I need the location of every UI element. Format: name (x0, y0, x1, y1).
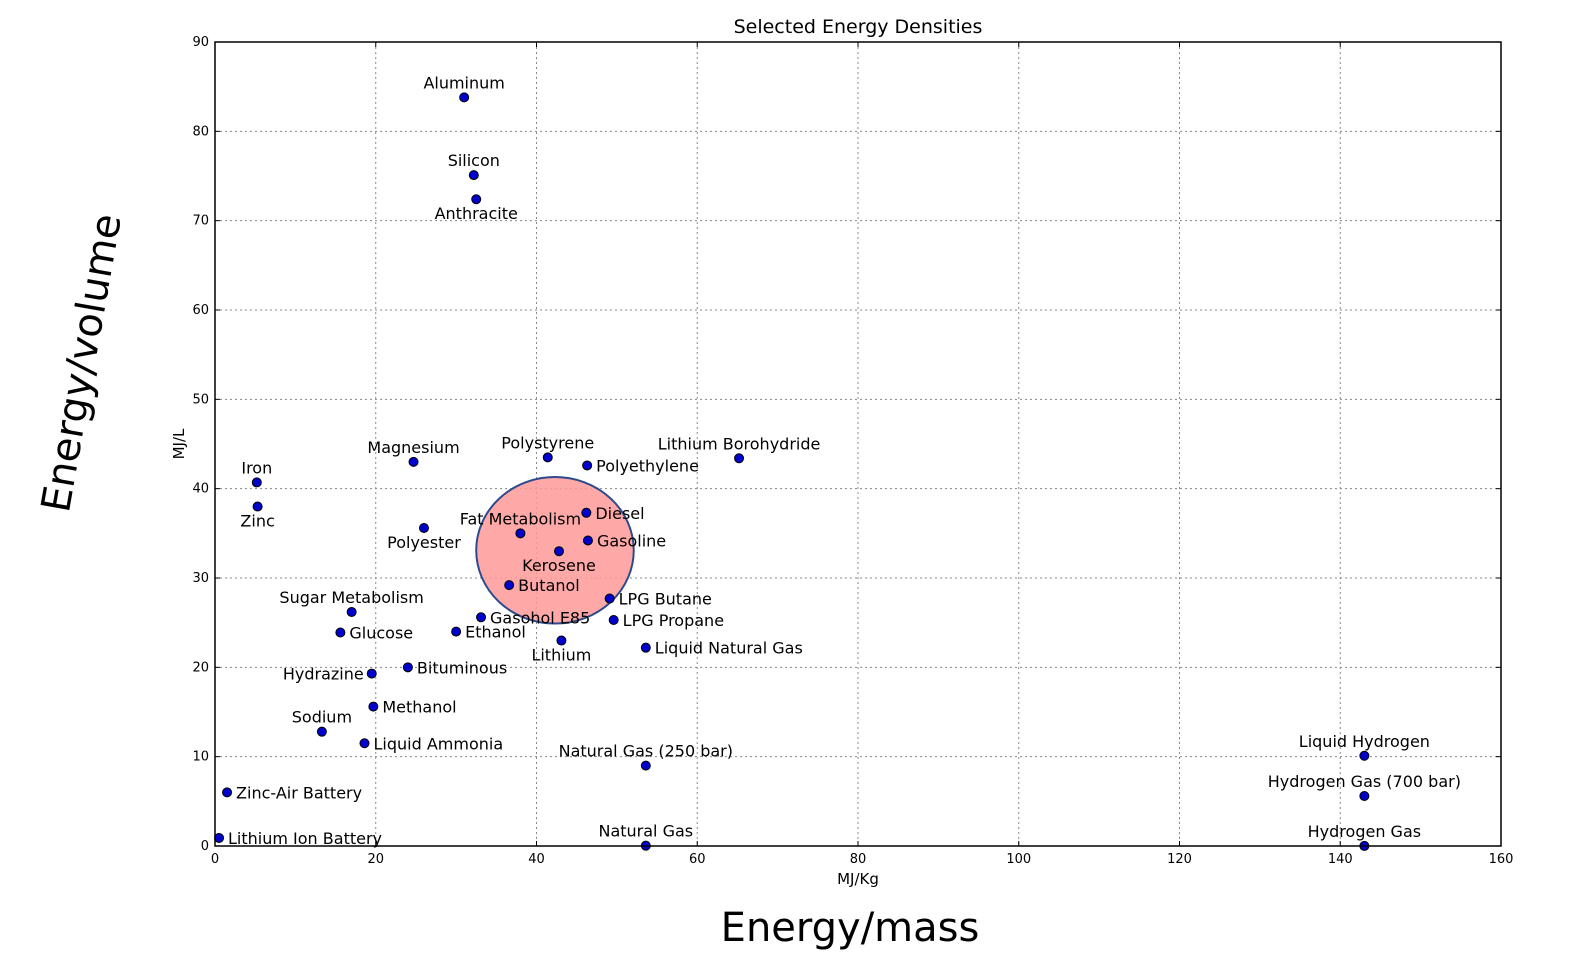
data-point-fat-metabolism (515, 528, 526, 539)
point-label-natural-gas: Natural Gas (598, 822, 693, 841)
y-tick-label: 20 (192, 660, 209, 675)
y-tick-label: 40 (192, 482, 209, 497)
point-label-fat-metabolism: Fat Metabolism (460, 509, 581, 528)
data-point-aluminum (459, 92, 470, 103)
x-tick-label: 100 (1006, 852, 1031, 867)
data-point-butanol (504, 580, 515, 591)
y-tick-label: 90 (192, 35, 209, 50)
data-point-lpg-propane (608, 614, 619, 625)
data-point-kerosene (554, 546, 565, 557)
y-tick-label: 10 (192, 750, 209, 765)
point-label-iron: Iron (241, 458, 272, 477)
point-label-liquid-hydrogen: Liquid Hydrogen (1299, 732, 1430, 751)
x-tick-label: 140 (1328, 852, 1353, 867)
y-tick-label: 0 (201, 839, 209, 854)
energy-per-mass-annotation: Energy/mass (720, 905, 980, 951)
point-label-natural-gas-250-bar: Natural Gas (250 bar) (559, 742, 733, 761)
point-label-liquid-ammonia: Liquid Ammonia (373, 734, 503, 753)
data-point-liquid-hydrogen (1359, 750, 1370, 761)
point-label-gasoline: Gasoline (597, 531, 666, 550)
data-point-polystyrene (542, 452, 553, 463)
point-label-magnesium: Magnesium (367, 438, 459, 457)
point-label-kerosene: Kerosene (522, 556, 596, 575)
point-label-methanol: Methanol (382, 698, 456, 717)
data-point-magnesium (408, 456, 419, 467)
point-label-glucose: Glucose (349, 623, 413, 642)
point-label-silicon: Silicon (448, 151, 500, 170)
y-axis-label: MJ/L (170, 428, 188, 459)
x-tick-label: 20 (367, 852, 384, 867)
point-label-polyester: Polyester (387, 533, 461, 552)
data-point-sodium (316, 726, 327, 737)
point-label-hydrogen-gas-700-bar: Hydrogen Gas (700 bar) (1268, 772, 1461, 791)
data-point-lithium-borohydride (734, 453, 745, 464)
axis-ticks: 0 20 40 60 80 100 120 140 160 0 10 20 30 40 50 60 70 80 90 (192, 35, 1513, 867)
point-label-hydrazine: Hydrazine (283, 665, 364, 684)
y-tick-label: 60 (192, 303, 209, 318)
y-tick-label: 80 (192, 124, 209, 139)
point-label-sugar-metabolism: Sugar Metabolism (279, 588, 423, 607)
data-point-bituminous (402, 662, 413, 673)
data-point-iron (251, 477, 262, 488)
y-tick-label: 30 (192, 571, 209, 586)
point-label-lpg-propane: LPG Propane (623, 611, 724, 630)
x-axis-label: MJ/Kg (837, 870, 879, 888)
x-tick-label: 120 (1167, 852, 1192, 867)
point-label-sodium: Sodium (292, 708, 352, 727)
point-label-lithium-borohydride: Lithium Borohydride (658, 434, 821, 453)
grid-lines (215, 42, 1501, 846)
data-point-liquid-natural-gas (640, 642, 651, 653)
point-label-lithium-ion-battery: Lithium Ion Battery (228, 829, 382, 848)
data-point-lpg-butane (604, 593, 615, 604)
data-point-polyethylene (582, 460, 593, 471)
point-labels: Aluminum Silicon Anthracite Magnesium Polyst… (228, 73, 1461, 848)
x-tick-label: 80 (850, 852, 867, 867)
x-tick-label: 60 (689, 852, 706, 867)
data-point-silicon (468, 170, 479, 181)
data-point-methanol (368, 701, 379, 712)
y-tick-label: 50 (192, 392, 209, 407)
point-label-butanol: Butanol (518, 576, 580, 595)
data-point-polyester (418, 522, 429, 533)
data-point-diesel (581, 507, 592, 518)
point-label-lpg-butane: LPG Butane (619, 590, 712, 609)
data-point-lithium (556, 635, 567, 646)
point-label-diesel: Diesel (595, 504, 644, 523)
point-label-anthracite: Anthracite (435, 204, 518, 223)
data-point-sugar-metabolism (346, 606, 357, 617)
data-point-ethanol (451, 626, 462, 637)
point-label-gasohol-e85: Gasohol E85 (490, 608, 590, 627)
point-label-polystyrene: Polystyrene (501, 433, 594, 452)
data-point-liquid-ammonia (359, 738, 370, 749)
point-label-zinc: Zinc (240, 512, 274, 531)
point-label-ethanol: Ethanol (465, 623, 526, 642)
point-label-bituminous: Bituminous (417, 658, 507, 677)
point-label-hydrogen-gas: Hydrogen Gas (1308, 822, 1421, 841)
point-label-aluminum: Aluminum (423, 73, 504, 92)
x-tick-label: 160 (1489, 852, 1514, 867)
data-point-anthracite (471, 194, 482, 205)
data-point-gasoline (582, 535, 593, 546)
point-label-lithium: Lithium (531, 646, 591, 665)
data-point-hydrogen-gas-700-bar (1359, 790, 1370, 801)
chart-title: Selected Energy Densities (734, 16, 983, 38)
x-tick-label: 0 (211, 852, 219, 867)
data-point-zinc (252, 501, 263, 512)
data-point-glucose (335, 627, 346, 638)
point-label-polyethylene: Polyethylene (596, 456, 699, 475)
data-point-lithium-ion-battery (214, 832, 225, 843)
y-tick-label: 70 (192, 214, 209, 229)
point-label-zinc-air-battery: Zinc-Air Battery (236, 783, 362, 802)
data-point-natural-gas-250-bar (640, 760, 651, 771)
data-point-zinc-air-battery (222, 787, 233, 798)
data-point-hydrazine (366, 668, 377, 679)
point-label-liquid-natural-gas: Liquid Natural Gas (655, 639, 803, 658)
x-tick-label: 40 (528, 852, 545, 867)
data-points (214, 92, 1370, 851)
data-point-gasohol-e85 (476, 612, 487, 623)
